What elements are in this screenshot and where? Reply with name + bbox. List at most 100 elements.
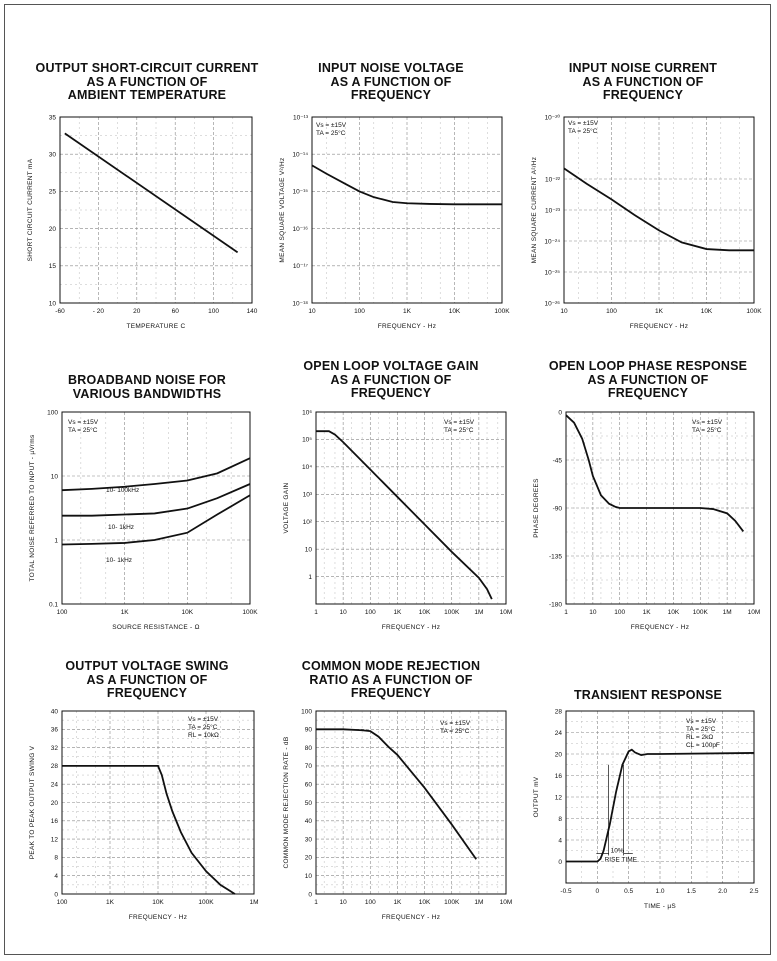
chart-1-ylabel: SHORT CIRCUIT CURRENT mA xyxy=(27,158,34,261)
chart-1-xtick-label: 20 xyxy=(133,308,141,315)
chart-4-condition-note: Vs = ±15V xyxy=(68,419,99,426)
chart-4-ytick-label: 1 xyxy=(54,537,58,544)
chart-8-ytick-label: 50 xyxy=(305,800,313,807)
chart-5-ylabel: VOLTAGE GAIN xyxy=(283,482,290,533)
chart-7-title: OUTPUT VOLTAGE SWING AS A FUNCTION OF FREQ… xyxy=(22,659,272,701)
chart-3-ytick-label: 10⁻²⁴ xyxy=(544,238,560,245)
chart-3-ytick-label: 10⁻²⁰ xyxy=(545,113,561,121)
chart-8-ylabel: COMMON MODE REJECTION RATE - dB xyxy=(283,737,290,869)
chart-2-ytick-label: 10⁻¹⁵ xyxy=(292,189,308,196)
chart-3-xtick-label: 1K xyxy=(655,308,664,315)
chart-6-xtick-label: 10K xyxy=(668,609,680,616)
chart-1-xtick-label: 140 xyxy=(247,308,258,315)
chart-6-xtick-label: 1 xyxy=(564,609,568,616)
chart-7-xtick-label: 10K xyxy=(152,899,164,906)
chart-6-xtick-label: 100K xyxy=(693,609,709,616)
chart-8-ytick-label: 60 xyxy=(305,782,313,789)
chart-7-ytick-label: 4 xyxy=(54,873,58,880)
chart-3-xtick-label: 100 xyxy=(606,308,617,315)
chart-6-xtick-label: 10M xyxy=(748,609,761,616)
chart-9-ytick-label: 12 xyxy=(555,794,563,801)
chart-5-grid xyxy=(315,411,507,604)
chart-2-xlabel: FREQUENCY - Hz xyxy=(378,323,437,330)
chart-5-ytick-label: 1 xyxy=(308,574,312,581)
chart-8-xtick-label: 100 xyxy=(365,899,376,906)
chart-4-title-line: BROADBAND NOISE FOR xyxy=(68,373,226,387)
chart-3-series-1 xyxy=(563,167,754,252)
chart-6-title-line: FREQUENCY xyxy=(607,386,689,400)
chart-7-xlabel: FREQUENCY - Hz xyxy=(129,914,188,921)
chart-9-ytick-label: 28 xyxy=(555,708,563,715)
chart-6-xtick-label: 1M xyxy=(723,609,732,616)
chart-6-series-1 xyxy=(565,414,745,533)
chart-9-ytick-label: 4 xyxy=(558,837,562,844)
chart-1-title-line: OUTPUT SHORT-CIRCUIT CURRENT xyxy=(35,61,259,75)
chart-6-title-line: AS A FUNCTION OF xyxy=(587,372,709,387)
chart-1-plot: -60 - 20 20 60 100 140 10 15 20 25 30 35 TEMPERATURE… xyxy=(27,114,258,330)
chart-8-ytick-label: 40 xyxy=(305,818,313,825)
chart-6-ytick-label: -90 xyxy=(553,505,563,512)
chart-2-ytick-label: 10⁻¹⁸ xyxy=(292,300,308,307)
chart-7-condition-note: Vs = ±15V xyxy=(188,716,219,723)
chart-8-ytick-label: 10 xyxy=(305,873,313,880)
chart-3-condition-note: Vs = ±15V xyxy=(568,120,599,127)
chart-7-frame xyxy=(61,710,255,895)
chart-2-ytick-label: 10⁻¹⁶ xyxy=(292,226,308,233)
chart-3-ytick-label: 10⁻²⁶ xyxy=(544,300,560,307)
chart-8-frame xyxy=(315,710,507,895)
chart-9-xtick-label: -0.5 xyxy=(560,888,572,895)
chart-5-title-line: AS A FUNCTION OF xyxy=(330,372,452,387)
chart-5-condition-note: TA = 25°C xyxy=(444,426,474,434)
chart-1-title: OUTPUT SHORT-CIRCUIT CURRENT AS A FUNCTIO… xyxy=(22,61,272,103)
chart-2-ytick-label: 10⁻¹³ xyxy=(293,114,309,121)
chart-8-ytick-label: 20 xyxy=(305,855,313,862)
chart-8-ytick-label: 70 xyxy=(305,763,313,770)
chart-9-series-1 xyxy=(566,748,755,863)
chart-8-xtick-label: 10 xyxy=(340,899,348,906)
chart-2-title-line: FREQUENCY xyxy=(350,88,432,102)
chart-8-xtick-label: 1K xyxy=(393,899,402,906)
chart-1-ytick-label: 30 xyxy=(49,152,57,159)
chart-3-grid xyxy=(563,116,755,304)
chart-5-ytick-label: 10⁴ xyxy=(302,464,312,471)
chart-2-frame xyxy=(311,116,503,304)
chart-8-title-line: COMMON MODE REJECTION xyxy=(301,659,481,673)
chart-9-xtick-label: 2.5 xyxy=(749,888,758,895)
chart-8-ytick-label: 0 xyxy=(308,891,312,898)
page-frame xyxy=(4,4,771,955)
chart-7-ytick-label: 8 xyxy=(54,855,58,862)
chart-3-condition-note: TA = 25°C xyxy=(568,127,598,135)
chart-9-xtick-label: 0 xyxy=(596,888,600,895)
chart-4-grid xyxy=(61,411,251,605)
chart-8-xtick-label: 10K xyxy=(419,899,431,906)
chart-8-ytick-label: 100 xyxy=(301,708,312,715)
chart-1-ytick-label: 15 xyxy=(49,263,57,270)
chart-7-xtick-label: 100 xyxy=(57,899,68,906)
chart-9-title-line: TRANSIENT RESPONSE xyxy=(573,688,723,702)
chart-9-annotation: RISE TIME xyxy=(605,856,638,863)
chart-1-frame xyxy=(59,116,253,304)
chart-4-ylabel: TOTAL NOISE REFERRED TO INPUT - µVrms xyxy=(29,434,36,581)
chart-9-ytick-label: 8 xyxy=(558,816,562,823)
chart-1-ytick-label: 10 xyxy=(49,300,57,307)
chart-9-frame xyxy=(565,710,755,884)
chart-5-plot: 1 10 100 1K 10K 100K 1M 10M 1 10 10² 10³ 10⁴ 10⁵ 10⁶ FR… xyxy=(283,409,512,631)
chart-5-title-line: FREQUENCY xyxy=(350,386,432,400)
chart-5-ytick-label: 10 xyxy=(305,546,313,553)
chart-5-title-line: OPEN LOOP VOLTAGE GAIN xyxy=(303,359,479,373)
chart-7-grid xyxy=(61,710,255,895)
chart-8-ytick-label: 80 xyxy=(305,745,313,752)
chart-8-title: COMMON MODE REJECTION RATIO AS A FUNCTION… xyxy=(276,659,506,701)
chart-6-xtick-label: 100 xyxy=(614,609,625,616)
chart-7-ytick-label: 0 xyxy=(54,891,58,898)
chart-1-xlabel: TEMPERATURE C xyxy=(126,323,185,330)
chart-7-condition-note: RL = 10kΩ xyxy=(188,732,219,739)
chart-7-ytick-label: 12 xyxy=(51,836,59,843)
chart-5-condition-note: Vs = ±15V xyxy=(444,419,475,426)
chart-3-title-line: FREQUENCY xyxy=(602,88,684,102)
chart-8-condition-note: TA = 25°C xyxy=(440,727,470,735)
chart-6-title-line: OPEN LOOP PHASE RESPONSE xyxy=(548,359,748,373)
chart-7-ylabel: PEAK TO PEAK OUTPUT SWING V xyxy=(29,745,36,859)
chart-8-ytick-label: 90 xyxy=(305,727,313,734)
chart-1-ytick-label: 25 xyxy=(49,189,57,196)
